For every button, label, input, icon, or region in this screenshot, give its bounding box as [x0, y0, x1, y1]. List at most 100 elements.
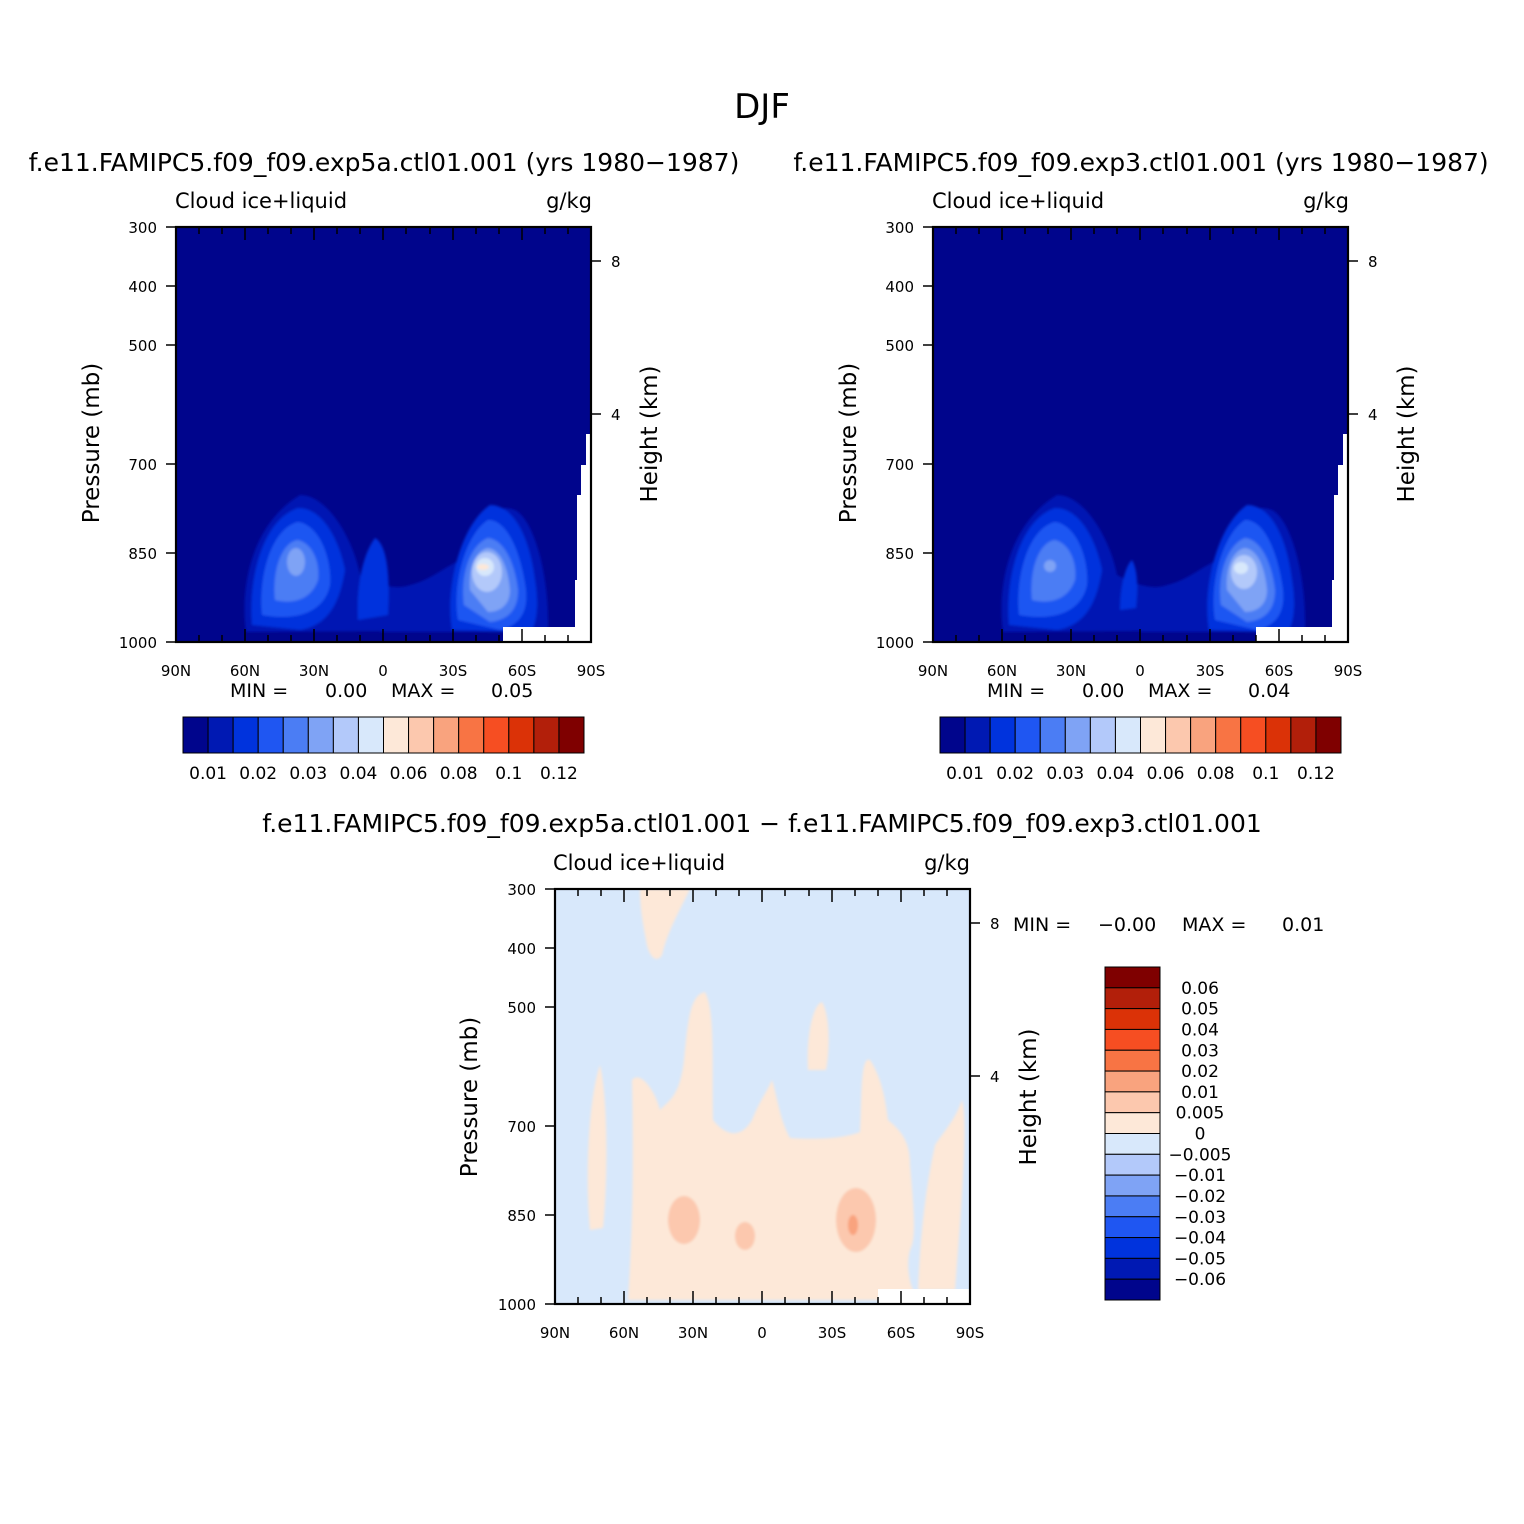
- panel-a-y-tick-labels: 300 400 500 700 850 1000: [119, 219, 157, 652]
- panel-b-missing-data: [1256, 434, 1348, 642]
- panel-c-ytick-400: 400: [507, 940, 536, 958]
- panel-b-colorbar-swatch: [964, 716, 991, 754]
- panel-c-sh-max-inner: [848, 1215, 858, 1235]
- panel-b-xtick-90n: 90N: [918, 662, 948, 680]
- panel-c-ytick-300: 300: [507, 881, 536, 899]
- panel-a-colorbar-label: 0.04: [340, 764, 378, 784]
- panel-c-xtick-90s: 90S: [956, 1324, 985, 1342]
- panel-a-colorbar-swatch: [533, 716, 560, 754]
- panel-b-colorbar-swatch: [939, 716, 966, 754]
- panel-c-y-tick-labels: 300 400 500 700 850 1000: [498, 881, 536, 1314]
- panel-b-colorbar-swatch: [1114, 716, 1141, 754]
- panel-c-x-ticks: [545, 888, 980, 1305]
- panel-c-colorbar-swatch: [1104, 1278, 1161, 1301]
- panel-c-colorbar-label: −0.03: [1174, 1208, 1226, 1228]
- panel-b-y2-tick-labels: 8 4: [1368, 253, 1378, 424]
- panel-c-colorbar-label: 0: [1195, 1125, 1206, 1145]
- panel-b-y-tick-labels: 300 400 500 700 850 1000: [876, 219, 914, 652]
- panel-c-units-label: g/kg: [924, 851, 970, 875]
- panel-b-y-axis-label: Pressure (mb): [836, 363, 862, 523]
- panel-b-colorbar-swatch: [1165, 716, 1192, 754]
- panel-b-field: [933, 227, 1348, 642]
- panel-a-eq-contour: [357, 538, 389, 620]
- panel-c-positive-region-west: [587, 1065, 607, 1230]
- panel-a-y2-tick-labels: 8 4: [611, 253, 621, 424]
- panel-b-colorbar-label: 0.12: [1297, 764, 1335, 784]
- panel-a-ytick-850: 850: [128, 545, 157, 563]
- panel-c-colorbar-label: −0.04: [1174, 1229, 1226, 1249]
- panel-c-colorbar-label: 0.005: [1176, 1104, 1225, 1124]
- panel-c-variable-label: Cloud ice+liquid: [553, 851, 725, 875]
- panel-b-y2-axis-label: Height (km): [1394, 365, 1420, 502]
- panel-b-max-label: MAX =: [1148, 680, 1212, 702]
- panel-b-ytick-300: 300: [885, 219, 914, 237]
- panel-b-colorbar-label: 0.08: [1197, 764, 1235, 784]
- panel-a-ytick-500: 500: [128, 337, 157, 355]
- panel-b-colorbar-swatch: [1190, 716, 1217, 754]
- panel-c-colorbar-swatch: [1104, 966, 1161, 989]
- panel-a-y2tick-4: 4: [611, 406, 621, 424]
- panel-b-nh-core: [1044, 560, 1056, 572]
- panel-c-field: [555, 889, 970, 1304]
- panel-b-colorbar-label: 0.01: [946, 764, 984, 784]
- panel-c-colorbar-swatch: [1104, 987, 1161, 1010]
- panel-c-colorbar-label: 0.02: [1181, 1062, 1219, 1082]
- panel-a-x-ticks: [166, 226, 601, 643]
- panel-a-units-label: g/kg: [546, 189, 592, 213]
- panel-a-ytick-1000: 1000: [119, 634, 157, 652]
- panel-c-xtick-90n: 90N: [540, 1324, 570, 1342]
- panel-c-colorbar-swatch: [1104, 1133, 1161, 1155]
- panel-a-xtick-0: 0: [378, 662, 388, 680]
- panel-c-colorbar-label: −0.01: [1174, 1166, 1226, 1186]
- panel-b-xtick-90s: 90S: [1334, 662, 1363, 680]
- panel-b-colorbar: 0.01 0.02 0.03 0.04 0.06 0.08 0.1 0.12: [939, 716, 1342, 784]
- panel-c-max-value: 0.01: [1282, 914, 1324, 936]
- panel-a-colorbar-swatch: [232, 716, 259, 754]
- panel-c-x-tick-labels: 90N 60N 30N 0 30S 60S 90S: [540, 1324, 984, 1342]
- panel-b-colorbar-swatch: [1215, 716, 1242, 754]
- panel-b-colorbar-swatch: [1240, 716, 1267, 754]
- panel-a-y-axis-label: Pressure (mb): [79, 363, 105, 523]
- panel-c-min-value: −0.00: [1098, 914, 1156, 936]
- panel-a-xtick-60s: 60S: [508, 662, 537, 680]
- panel-c-colorbar-label: 0.06: [1181, 979, 1219, 999]
- panel-c-colorbar-label: 0.01: [1181, 1083, 1219, 1103]
- panel-b-ytick-400: 400: [885, 278, 914, 296]
- panel-b-xtick-30s: 30S: [1196, 662, 1225, 680]
- panel-c-colorbar-label: −0.05: [1174, 1249, 1226, 1269]
- panel-b-y2tick-8: 8: [1368, 253, 1378, 271]
- panel-b-colorbar-label: 0.04: [1097, 764, 1135, 784]
- panel-a-variable-label: Cloud ice+liquid: [175, 189, 347, 213]
- panel-b: f.e11.FAMIPC5.f09_f09.exp3.ctl01.001 (yr…: [793, 148, 1488, 784]
- panel-a-colorbar-label: 0.1: [495, 764, 522, 784]
- panel-a-colorbar-label: 0.12: [540, 764, 578, 784]
- panel-c-colorbar-swatch: [1104, 1112, 1161, 1134]
- panel-b-case-title: f.e11.FAMIPC5.f09_f09.exp3.ctl01.001 (yr…: [793, 148, 1488, 177]
- panel-c: f.e11.FAMIPC5.f09_f09.exp5a.ctl01.001 − …: [262, 809, 1324, 1342]
- panel-c-stats: MIN = −0.00 MAX = 0.01: [1013, 914, 1324, 936]
- panel-b-xtick-60n: 60N: [987, 662, 1017, 680]
- panel-b-min-value: 0.00: [1082, 680, 1124, 702]
- panel-b-colorbar-label: 0.1: [1252, 764, 1279, 784]
- panel-b-variable-label: Cloud ice+liquid: [932, 189, 1104, 213]
- panel-c-y2tick-8: 8: [990, 915, 1000, 933]
- panel-c-xtick-30n: 30N: [678, 1324, 708, 1342]
- panel-a-colorbar-swatch: [508, 716, 535, 754]
- panel-b-ytick-850: 850: [885, 545, 914, 563]
- panel-c-colorbar-swatch: [1104, 1070, 1161, 1093]
- panel-a-max-label: MAX =: [391, 680, 455, 702]
- panel-c-xtick-30s: 30S: [818, 1324, 847, 1342]
- panel-b-colorbar-swatch: [1140, 716, 1167, 754]
- panel-b-colorbar-swatch: [1265, 716, 1292, 754]
- panel-a-colorbar: 0.01 0.02 0.03 0.04 0.06 0.08 0.1 0.12: [182, 716, 585, 784]
- panel-b-eq-contour: [1120, 560, 1138, 610]
- panel-b-colorbar-swatch: [1064, 716, 1091, 754]
- panel-c-colorbar-swatch: [1104, 1216, 1161, 1239]
- panel-b-ytick-700: 700: [885, 456, 914, 474]
- panel-b-xtick-0: 0: [1135, 662, 1145, 680]
- panel-c-colorbar-swatch: [1104, 1257, 1161, 1280]
- panel-b-ytick-500: 500: [885, 337, 914, 355]
- panel-b-colorbar-swatch: [1039, 716, 1066, 754]
- panel-c-colorbar-label: −0.02: [1174, 1187, 1226, 1207]
